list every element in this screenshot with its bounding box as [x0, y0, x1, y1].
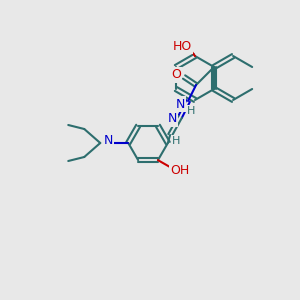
Text: H: H [187, 106, 195, 116]
Text: OH: OH [170, 164, 190, 177]
Text: N: N [167, 112, 177, 125]
Text: N: N [176, 98, 185, 110]
Text: HO: HO [173, 40, 192, 52]
Text: H: H [172, 136, 180, 146]
Text: O: O [171, 68, 181, 82]
Text: N: N [103, 134, 113, 148]
